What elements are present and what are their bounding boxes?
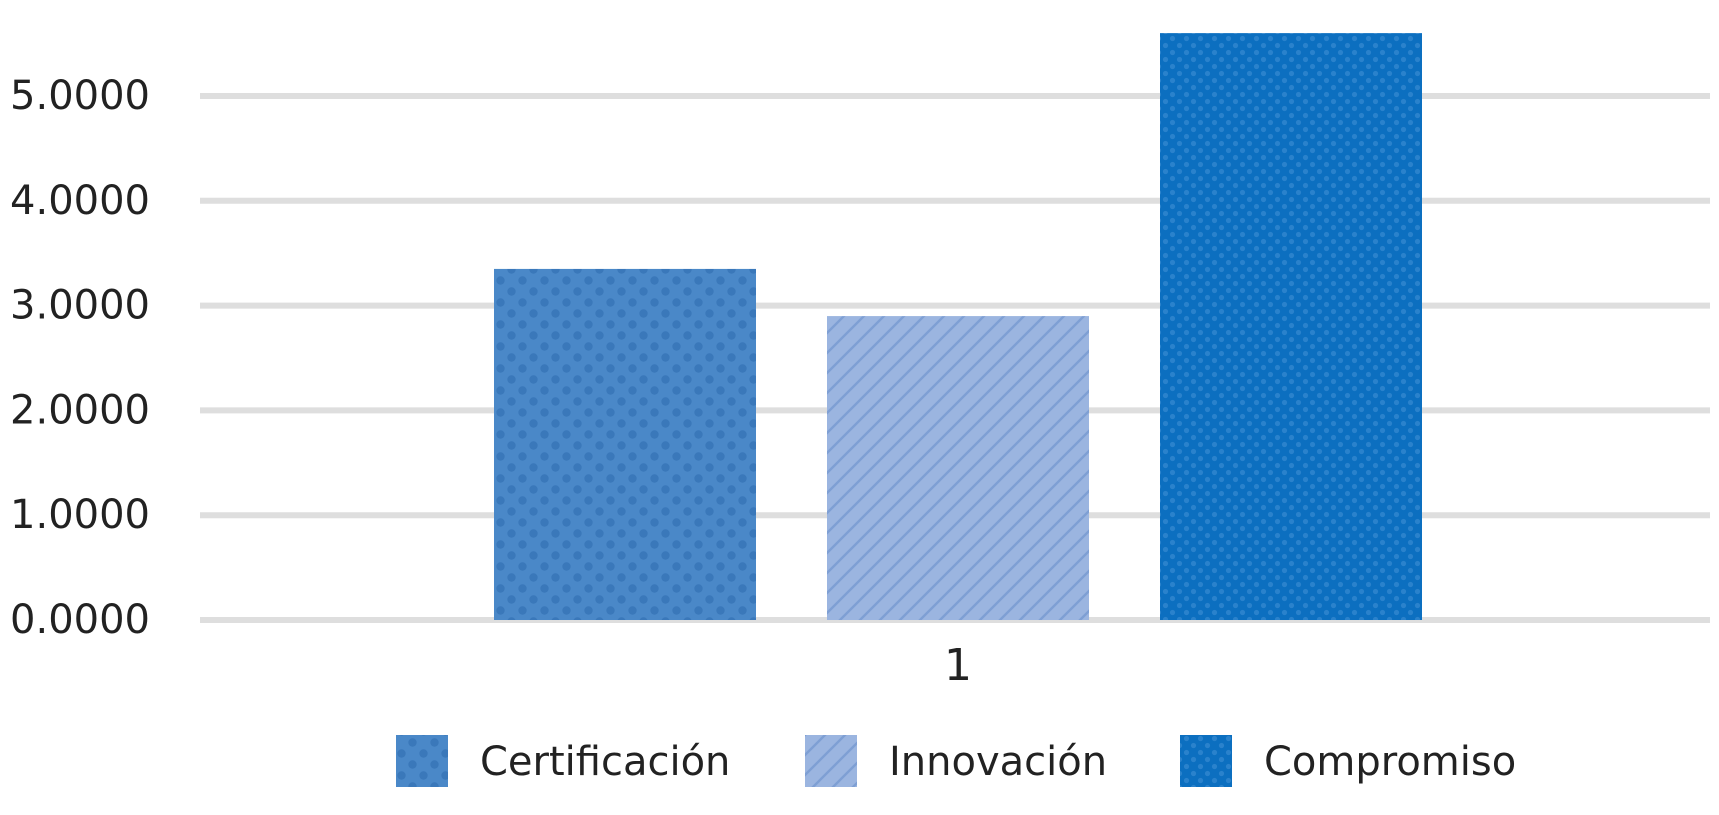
y-tick-label: 2.0000	[10, 387, 150, 433]
bar-certificacion	[494, 268, 756, 620]
bar-innovacion	[827, 316, 1089, 620]
y-tick-label: 4.0000	[10, 178, 150, 224]
legend: Certificación Innovación Compromiso	[396, 735, 1516, 787]
legend-swatch	[396, 735, 448, 787]
legend-item-compromiso: Compromiso	[1180, 735, 1516, 787]
legend-item-certificacion: Certificación	[396, 735, 730, 787]
legend-swatch	[805, 735, 857, 787]
y-axis-tick-labels: 0.0000 1.0000 2.0000 3.0000 4.0000 5.0000	[10, 73, 150, 643]
legend-item-innovacion: Innovación	[805, 735, 1107, 787]
y-tick-label: 1.0000	[10, 492, 150, 538]
bar-compromiso	[1160, 33, 1422, 621]
x-tick-label: 1	[944, 640, 972, 691]
legend-swatch	[1180, 735, 1232, 787]
legend-label: Innovación	[889, 739, 1107, 785]
bars	[494, 33, 1422, 621]
x-axis-tick-labels: 1	[944, 640, 972, 691]
legend-label: Certificación	[480, 739, 730, 785]
y-tick-label: 5.0000	[10, 73, 150, 119]
y-tick-label: 3.0000	[10, 283, 150, 329]
legend-label: Compromiso	[1264, 739, 1516, 785]
y-tick-label: 0.0000	[10, 597, 150, 643]
